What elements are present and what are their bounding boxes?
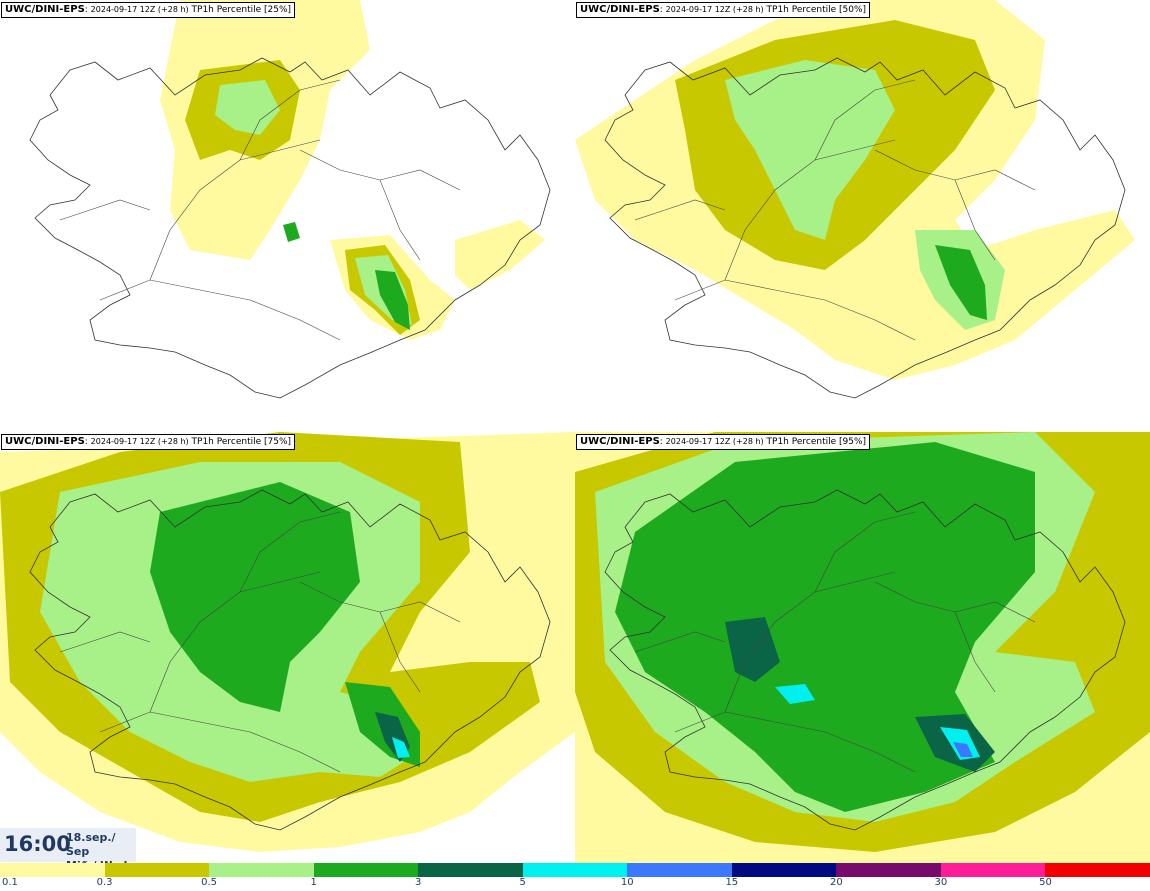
precip-map-p75 bbox=[0, 432, 575, 852]
run-time: 2024-09-17 12Z (+28 h) bbox=[90, 437, 189, 446]
road-line bbox=[59, 631, 151, 653]
colorbar-tick-label: 0.5 bbox=[201, 877, 218, 888]
valid-time: 16:00 bbox=[4, 832, 71, 856]
precip-area bbox=[725, 60, 895, 240]
colorbar-tick-label: 15 bbox=[725, 877, 739, 888]
coastline bbox=[604, 57, 1126, 399]
coastline bbox=[29, 57, 551, 399]
precip-area bbox=[150, 482, 360, 712]
road-line bbox=[239, 79, 341, 161]
colorbar-segment bbox=[0, 863, 105, 877]
road-line bbox=[724, 571, 896, 713]
precip-area bbox=[215, 80, 280, 135]
panel-title-p25: UWC/DINI-EPS: 2024-09-17 12Z (+28 h) TP1… bbox=[1, 2, 296, 18]
precip-area bbox=[375, 270, 410, 330]
colorbar-segment bbox=[104, 863, 210, 877]
map-panel-p50: UWC/DINI-EPS: 2024-09-17 12Z (+28 h) TP1… bbox=[575, 0, 1150, 432]
colorbar-segment bbox=[731, 863, 837, 877]
map-panel-p95: UWC/DINI-EPS: 2024-09-17 12Z (+28 h) TP1… bbox=[575, 432, 1150, 864]
road-line bbox=[99, 711, 341, 773]
panel-title-p95: UWC/DINI-EPS: 2024-09-17 12Z (+28 h) TP1… bbox=[576, 434, 871, 450]
colorbar-ticks: 0.1 0.3 0.5 1 3 5 10 15 20 30 50 bbox=[0, 877, 1150, 891]
road-line bbox=[814, 511, 916, 593]
precip-area bbox=[283, 222, 300, 242]
colorbar-segment bbox=[940, 863, 1046, 877]
map-panel-p25: UWC/DINI-EPS: 2024-09-17 12Z (+28 h) TP1… bbox=[0, 0, 575, 432]
precip-area bbox=[935, 245, 987, 320]
road-line bbox=[239, 511, 341, 593]
colorbar-segment bbox=[313, 863, 419, 877]
map-panel-p75: UWC/DINI-EPS: 2024-09-17 12Z (+28 h) TP1… bbox=[0, 432, 575, 864]
valid-time-box: 16:00 18.sep./ Sep Mið./ Wed bbox=[0, 828, 136, 872]
road-line bbox=[299, 149, 461, 191]
colorbar-segment bbox=[209, 863, 314, 877]
colorbar-tick-label: 0.1 bbox=[2, 877, 18, 888]
road-line bbox=[634, 199, 726, 221]
precip-area bbox=[775, 684, 815, 704]
field-name: TP1h Percentile [95%] bbox=[766, 437, 867, 447]
road-line bbox=[379, 179, 421, 261]
panel-title-p75: UWC/DINI-EPS: 2024-09-17 12Z (+28 h) TP1… bbox=[1, 434, 296, 450]
road-line bbox=[149, 571, 321, 713]
colorbar-tick-label: 30 bbox=[934, 877, 948, 888]
road-line bbox=[379, 611, 421, 693]
model-name: UWC/DINI-EPS bbox=[580, 4, 660, 15]
run-time: 2024-09-17 12Z (+28 h) bbox=[665, 5, 764, 14]
road-line bbox=[814, 79, 916, 161]
road-line bbox=[634, 631, 726, 653]
field-name: TP1h Percentile [75%] bbox=[191, 437, 292, 447]
precip-map-p50 bbox=[575, 0, 1135, 399]
road-line bbox=[674, 711, 916, 773]
model-name: UWC/DINI-EPS bbox=[5, 436, 85, 447]
model-name: UWC/DINI-EPS bbox=[580, 436, 660, 447]
colorbar-tick-label: 1 bbox=[310, 877, 317, 888]
colorbar-tick-label: 5 bbox=[519, 877, 526, 888]
precip-area bbox=[392, 737, 410, 758]
precip-map-p25 bbox=[29, 0, 551, 399]
precip-area bbox=[455, 220, 545, 290]
colorbar-tick-label: 10 bbox=[620, 877, 634, 888]
model-name: UWC/DINI-EPS bbox=[5, 4, 85, 15]
run-time: 2024-09-17 12Z (+28 h) bbox=[665, 437, 764, 446]
road-line bbox=[674, 279, 916, 341]
colorbar-tick-label: 20 bbox=[829, 877, 843, 888]
precip-map-p95 bbox=[575, 432, 1150, 864]
run-time: 2024-09-17 12Z (+28 h) bbox=[90, 5, 189, 14]
colorbar-tick-label: 0.3 bbox=[96, 877, 113, 888]
colorbar-segment bbox=[1045, 863, 1150, 877]
colorbar bbox=[0, 863, 1150, 877]
field-name: TP1h Percentile [50%] bbox=[766, 5, 867, 15]
colorbar-segment bbox=[836, 863, 941, 877]
road-line bbox=[99, 279, 341, 341]
colorbar-segment bbox=[418, 863, 523, 877]
precip-area bbox=[953, 742, 973, 757]
road-line bbox=[954, 179, 996, 261]
road-line bbox=[954, 611, 996, 693]
colorbar-tick-label: 3 bbox=[414, 877, 422, 888]
road-line bbox=[59, 199, 151, 221]
colorbar-segment bbox=[522, 863, 628, 877]
road-line bbox=[149, 139, 321, 281]
coastline bbox=[604, 489, 1126, 831]
panel-title-p50: UWC/DINI-EPS: 2024-09-17 12Z (+28 h) TP1… bbox=[576, 2, 871, 18]
colorbar-segment bbox=[627, 863, 732, 877]
valid-date-line1: 18.sep./ Sep bbox=[66, 831, 116, 858]
coastline bbox=[29, 489, 551, 831]
field-name: TP1h Percentile [25%] bbox=[191, 5, 292, 15]
road-line bbox=[724, 139, 896, 281]
colorbar-tick-label: 50 bbox=[1039, 877, 1052, 888]
